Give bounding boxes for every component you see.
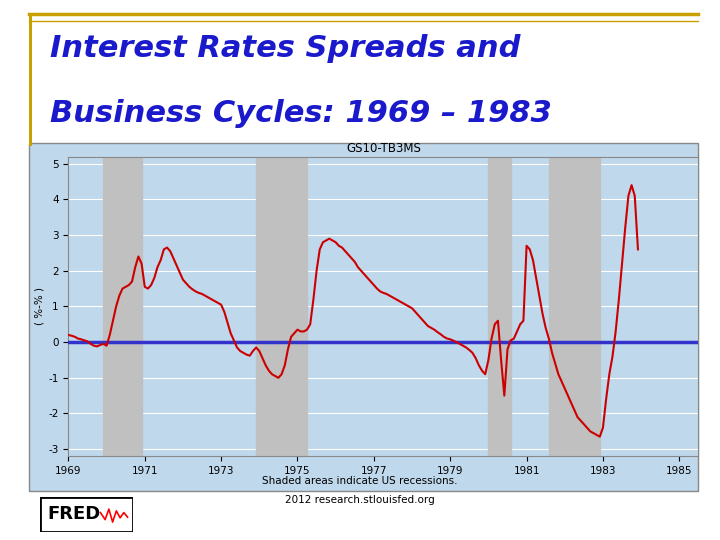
Y-axis label: ( %-% ): ( %-% ) — [34, 287, 44, 326]
Bar — [29, 14, 32, 146]
Text: Shaded areas indicate US recessions.: Shaded areas indicate US recessions. — [262, 476, 458, 486]
Text: 2012 research.stlouisfed.org: 2012 research.stlouisfed.org — [285, 495, 435, 505]
Bar — [256, 157, 307, 456]
Text: Business Cycles: 1969 – 1983: Business Cycles: 1969 – 1983 — [50, 98, 552, 127]
Text: FRED: FRED — [47, 505, 100, 523]
Bar — [104, 157, 142, 456]
Text: Interest Rates Spreads and: Interest Rates Spreads and — [50, 33, 521, 63]
Bar — [549, 157, 600, 456]
Title: GS10-TB3MS: GS10-TB3MS — [346, 143, 420, 156]
Bar — [488, 157, 510, 456]
